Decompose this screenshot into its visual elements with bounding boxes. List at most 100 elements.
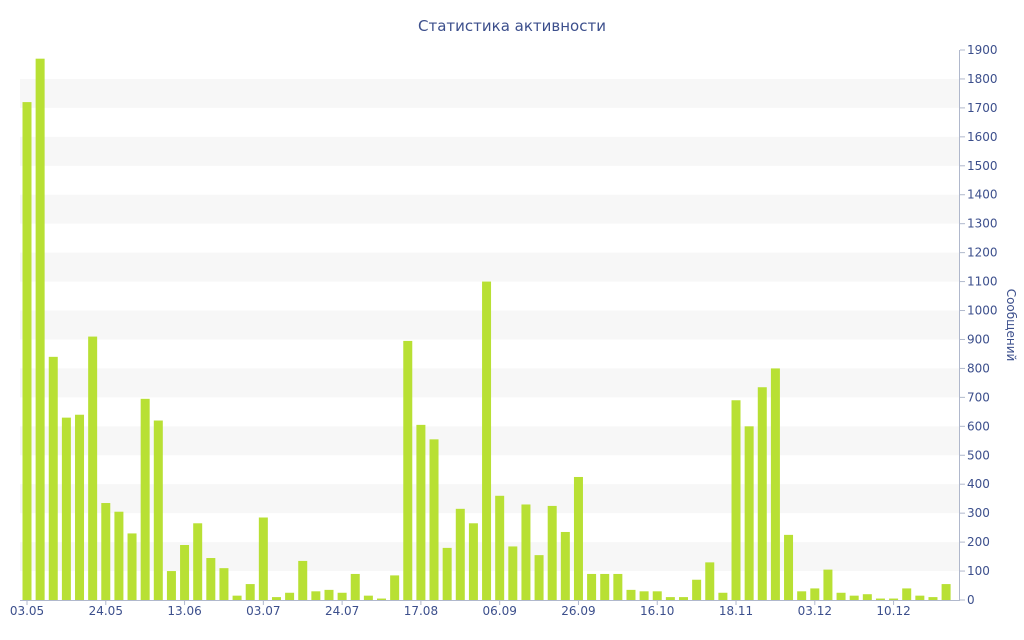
x-tick-label: 06.09 [483,604,517,618]
bar [311,591,321,600]
bar [849,595,859,600]
bar [573,476,583,600]
bar [613,573,623,600]
bar [679,597,688,600]
bar [88,336,98,600]
bar [337,592,347,600]
bar [797,591,807,600]
bar [534,555,544,600]
x-tick-label: 26.09 [561,604,595,618]
bar [508,546,518,600]
grid-band [20,78,960,108]
bar [639,591,649,600]
y-tick-label: 1300 [967,217,998,231]
bar [166,571,176,600]
bar [652,591,662,600]
bar [298,560,308,600]
bar [889,598,899,600]
chart-title: Статистика активности [418,17,606,35]
bar [928,597,938,600]
bar [862,594,872,600]
x-tick-label: 24.05 [89,604,123,618]
bar [75,414,85,600]
y-tick-label: 1800 [967,72,998,86]
bar [455,508,465,600]
bar-series [22,58,951,601]
grid-band [20,252,960,282]
bar [468,523,478,600]
bar [442,547,452,600]
y-tick-label: 100 [967,564,990,578]
bar [770,368,780,600]
bar [403,340,413,600]
y-tick-label: 600 [967,419,990,433]
bar [61,417,71,600]
bar [363,595,373,600]
bar [35,58,45,601]
bar [285,592,295,600]
bar [140,398,150,600]
bar [705,562,715,600]
y-tick-label: 1400 [967,188,998,202]
bar [875,598,885,600]
bar [324,589,334,600]
y-tick-label: 800 [967,361,990,375]
x-tick-label: 13.06 [167,604,201,618]
bar [350,573,360,600]
y-tick-label: 1500 [967,159,998,173]
bar [784,534,794,600]
x-tick-label: 17.08 [404,604,438,618]
bar [836,592,846,600]
y-tick-label: 1200 [967,246,998,260]
bar [258,517,268,600]
bar [271,597,281,600]
bar [810,588,820,600]
bar [180,545,190,600]
bar [390,575,400,600]
bar [153,420,163,600]
bar [626,589,636,600]
bar [429,439,439,600]
bar [757,387,767,600]
y-tick-label: 300 [967,506,990,520]
bar [101,503,111,600]
x-axis-ticks: 03.05 24.05 13.06 03.07 24.07 17.08 06.09 26.09… [10,600,911,618]
bar [547,505,557,600]
bar [560,531,570,600]
bar [600,573,610,600]
y-tick-label: 900 [967,332,990,346]
bar [521,504,531,600]
bar [902,588,912,600]
x-tick-label: 24.07 [325,604,359,618]
bar [941,584,951,600]
y-tick-label: 1000 [967,304,998,318]
bar [823,569,833,600]
y-axis-label: Сообщений [1004,289,1018,362]
bar [718,592,728,600]
y-tick-label: 1600 [967,130,998,144]
x-tick-label: 03.05 [10,604,44,618]
y-tick-label: 1100 [967,275,998,289]
x-tick-label: 03.12 [798,604,832,618]
bar [48,356,58,600]
bar [915,595,925,600]
y-tick-label: 0 [967,593,975,607]
y-tick-label: 200 [967,535,990,549]
bar [22,102,32,601]
y-axis-ticks: 0 100 200 300 400 500 600 700 800 900 1000 1100 1200… [960,43,998,607]
bar [495,495,505,600]
bar [232,595,242,600]
bar [744,426,754,600]
grid-band [20,194,960,224]
bar [665,597,675,600]
bar [219,568,229,600]
x-tick-label: 18.11 [719,604,753,618]
y-tick-label: 1700 [967,101,998,115]
bar [731,400,741,600]
x-tick-label: 10.12 [876,604,910,618]
bar [193,523,203,600]
y-tick-label: 1900 [967,43,998,57]
y-tick-label: 500 [967,448,990,462]
grid-band [20,136,960,166]
